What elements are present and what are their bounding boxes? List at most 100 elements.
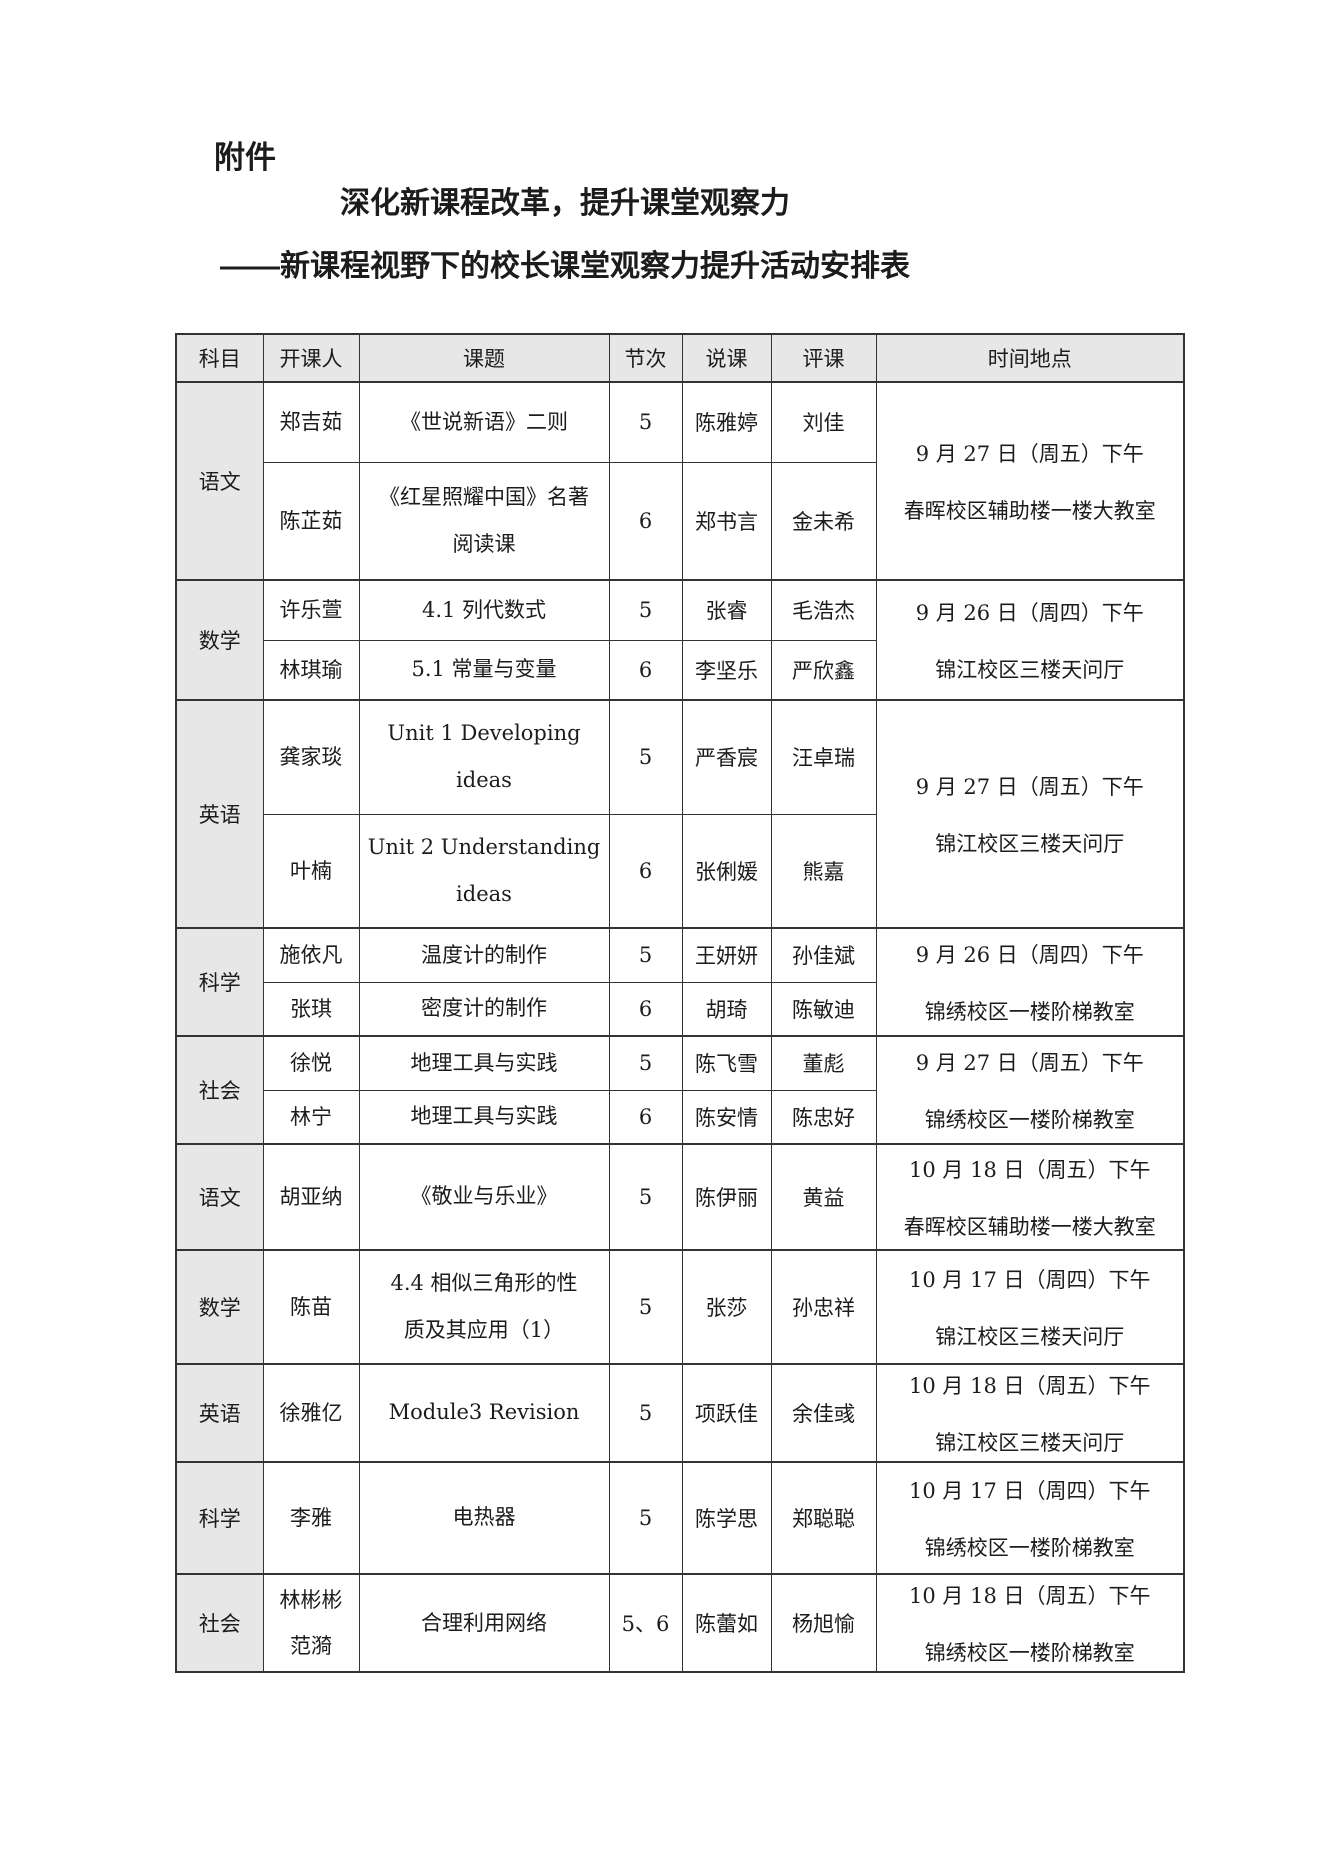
teacher-cell: 徐悦 [262,1035,360,1091]
time-date: 10 月 18 日（周五）下午 [909,1583,1151,1608]
teacher-cell: 林彬彬 范漪 [262,1572,360,1673]
review-cell: 杨旭愉 [770,1572,877,1673]
topic-cell: Unit 2 Understanding ideas [358,813,610,929]
attachment-label: 附件 [214,140,276,175]
topic-cell: 密度计的制作 [358,981,610,1037]
lecture-cell: 张睿 [681,579,772,641]
teacher-cell: 叶楠 [262,813,360,929]
document-subtitle: ——新课程视野下的校长课堂观察力提升活动安排表 [220,250,910,283]
header-topic: 课题 [358,333,610,383]
table-row: 叶楠 Unit 2 Understanding ideas 6 张俐媛 熊嘉 [176,813,1184,929]
time-place-cell: 9 月 27 日（周五）下午 锦江校区三楼天问厅 [875,699,1185,929]
time-date: 9 月 27 日（周五）下午 [915,1050,1144,1075]
table-row: 陈芷茹 《红星照耀中国》名著 阅读课 6 郑书言 金未希 [176,461,1184,581]
period-cell: 5 [608,1461,683,1575]
teacher-cell: 陈苗 [262,1249,360,1365]
period-cell: 6 [608,813,683,929]
teacher-cell: 许乐萱 [262,579,360,641]
period-cell: 5、6 [608,1572,683,1673]
time-place-cell: 10 月 17 日（周四）下午 锦江校区三楼天问厅 [875,1249,1185,1365]
time-location: 锦绣校区一楼阶梯教室 [924,1640,1135,1665]
time-place-cell: 9 月 26 日（周四）下午 锦绣校区一楼阶梯教室 [875,927,1185,1037]
topic-cell: 地理工具与实践 [358,1089,610,1145]
time-location: 锦绣校区一楼阶梯教室 [924,1535,1135,1560]
table-row: 英语 龚家琰 Unit 1 Developing ideas 5 严香宸 汪卓瑞… [175,699,1185,929]
lecture-cell: 郑书言 [681,461,772,581]
table-row: 林琪瑜 5.1 常量与变量 6 李坚乐 严欣鑫 [176,639,1184,701]
time-place-cell: 9 月 27 日（周五）下午 春晖校区辅助楼一楼大教室 [875,381,1185,581]
topic-cell: 电热器 [358,1461,610,1575]
period-cell: 5 [608,699,683,815]
lecture-cell: 项跃佳 [681,1363,772,1463]
header-teacher: 开课人 [262,333,360,383]
period-cell: 5 [608,1363,683,1463]
time-location: 锦绣校区一楼阶梯教室 [924,1107,1135,1132]
time-location: 锦江校区三楼天问厅 [935,831,1125,856]
subject-cell: 英语 [175,699,264,929]
review-cell: 孙佳斌 [770,927,877,983]
review-cell: 熊嘉 [770,813,877,929]
topic-cell: 《敬业与乐业》 [358,1143,610,1251]
period-cell: 5 [608,927,683,983]
time-date: 9 月 27 日（周五）下午 [915,441,1144,466]
period-cell: 5 [608,1035,683,1091]
table-row: 数学 陈苗 4.4 相似三角形的性 质及其应用（1） 5 张莎 孙忠祥 10 月… [175,1249,1185,1365]
review-cell: 孙忠祥 [770,1249,877,1365]
lecture-cell: 严香宸 [681,699,772,815]
subject-cell: 社会 [175,1035,264,1145]
table-row: 林宁 地理工具与实践 6 陈安情 陈忠好 [176,1089,1184,1145]
table-row: 数学 许乐萱 4.1 列代数式 5 张睿 毛浩杰 9 月 26 日（周四）下午 … [175,579,1185,701]
header-lecture: 说课 [681,333,772,383]
period-cell: 5 [608,1143,683,1251]
lecture-cell: 胡琦 [681,981,772,1037]
topic-cell: 地理工具与实践 [358,1035,610,1091]
time-place-cell: 10 月 18 日（周五）下午 锦江校区三楼天问厅 [875,1363,1185,1463]
lecture-cell: 张莎 [681,1249,772,1365]
period-cell: 5 [608,1249,683,1365]
table-row: 社会 徐悦 地理工具与实践 5 陈飞雪 董彪 9 月 27 日（周五）下午 锦绣… [175,1035,1185,1145]
lecture-cell: 陈伊丽 [681,1143,772,1251]
schedule-table: 科目 开课人 课题 节次 说课 评课 时间地点 语文 郑吉茹 《世说新语》二则 … [175,333,1185,1674]
time-date: 10 月 17 日（周四）下午 [909,1267,1151,1292]
topic-cell: 《红星照耀中国》名著 阅读课 [358,461,610,581]
table-row: 科学 李雅 电热器 5 陈学思 郑聪聪 10 月 17 日（周四）下午 锦绣校区… [175,1461,1185,1575]
subject-cell: 科学 [175,927,264,1037]
header-review: 评课 [770,333,877,383]
review-cell: 严欣鑫 [770,639,877,701]
time-place-cell: 9 月 27 日（周五）下午 锦绣校区一楼阶梯教室 [875,1035,1185,1145]
time-location: 锦绣校区一楼阶梯教室 [924,999,1135,1024]
teacher-cell: 徐雅亿 [262,1363,360,1463]
table-row: 语文 胡亚纳 《敬业与乐业》 5 陈伊丽 黄益 10 月 18 日（周五）下午 … [175,1143,1185,1251]
lecture-cell: 陈雅婷 [681,381,772,463]
title-block: 深化新课程改革，提升课堂观察力 ——新课程视野下的校长课堂观察力提升活动安排表 [175,186,955,285]
period-cell: 6 [608,981,683,1037]
time-place-cell: 10 月 18 日（周五）下午 锦绣校区一楼阶梯教室 [875,1572,1185,1673]
time-place-cell: 9 月 26 日（周四）下午 锦江校区三楼天问厅 [875,579,1185,701]
teacher-cell: 张琪 [262,981,360,1037]
period-cell: 6 [608,639,683,701]
review-cell: 毛浩杰 [770,579,877,641]
review-cell: 余佳彧 [770,1363,877,1463]
subject-cell: 英语 [175,1363,264,1463]
table-row: 科学 施依凡 温度计的制作 5 王妍妍 孙佳斌 9 月 26 日（周四）下午 锦… [175,927,1185,1037]
time-place-cell: 10 月 17 日（周四）下午 锦绣校区一楼阶梯教室 [875,1461,1185,1575]
teacher-cell: 胡亚纳 [262,1143,360,1251]
time-date: 10 月 17 日（周四）下午 [909,1478,1151,1503]
teacher-cell: 郑吉茹 [262,381,360,463]
subject-cell: 数学 [175,1249,264,1365]
topic-cell: Module3 Revision [358,1363,610,1463]
topic-cell: Unit 1 Developing ideas [358,699,610,815]
time-location: 锦江校区三楼天问厅 [935,1430,1125,1455]
period-cell: 6 [608,461,683,581]
teacher-cell: 林宁 [262,1089,360,1145]
topic-cell: 4.4 相似三角形的性 质及其应用（1） [358,1249,610,1365]
subject-cell: 语文 [175,381,264,581]
topic-cell: 《世说新语》二则 [358,381,610,463]
review-cell: 陈忠好 [770,1089,877,1145]
time-location: 春晖校区辅助楼一楼大教室 [903,1214,1156,1239]
review-cell: 汪卓瑞 [770,699,877,815]
topic-cell: 5.1 常量与变量 [358,639,610,701]
review-cell: 陈敏迪 [770,981,877,1037]
lecture-cell: 李坚乐 [681,639,772,701]
